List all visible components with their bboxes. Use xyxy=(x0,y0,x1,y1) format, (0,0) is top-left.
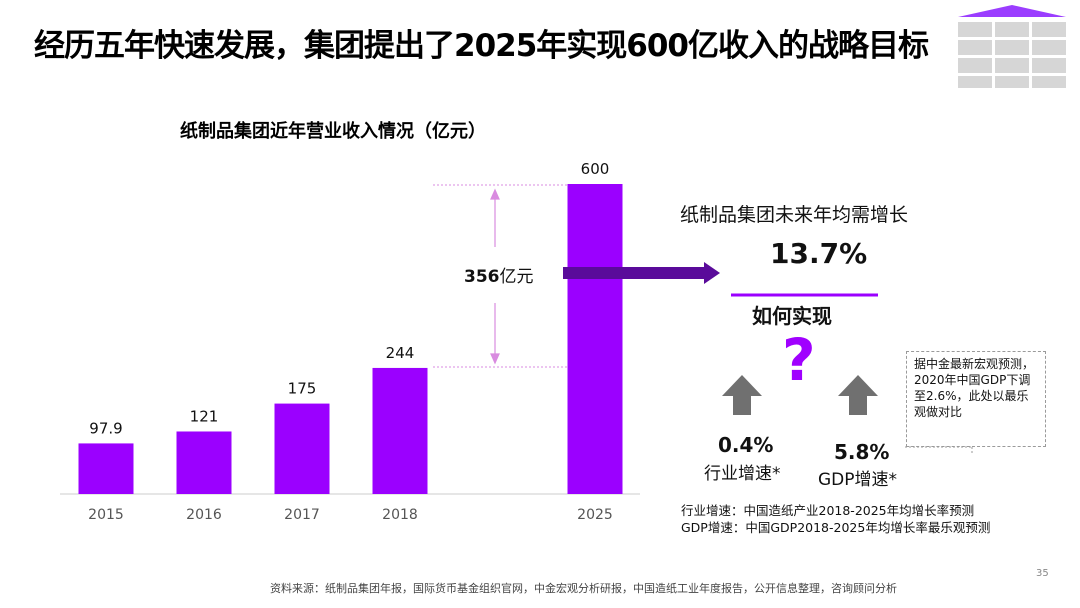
building-logo-icon xyxy=(954,5,1070,90)
industry-up-arrow-icon xyxy=(722,375,762,415)
chart-title: 纸制品集团近年营业收入情况（亿元） xyxy=(180,121,486,142)
right-arrow-icon xyxy=(563,262,720,284)
x-tick-label-2017: 2017 xyxy=(284,507,320,523)
page-number: 35 xyxy=(1036,568,1049,579)
gdp-growth-value: 5.8% xyxy=(834,440,890,464)
bar-2025 xyxy=(567,184,623,494)
gap-bracket-arrows xyxy=(490,188,500,365)
x-tick-label-2016: 2016 xyxy=(186,507,222,523)
bar-value-label-2015: 97.9 xyxy=(89,419,122,437)
page-title: 经历五年快速发展，集团提出了2025年实现600亿收入的战略目标 xyxy=(34,28,929,64)
bar-value-label-2025: 600 xyxy=(581,160,610,178)
gap-value: 356 xyxy=(464,267,500,287)
bar-value-label-2017: 175 xyxy=(288,380,317,398)
bar-2018 xyxy=(372,367,428,494)
bar-2017 xyxy=(274,403,330,494)
how-label: 如何实现 xyxy=(752,304,832,328)
bar-2015 xyxy=(78,443,134,494)
x-tick-label-2015: 2015 xyxy=(88,507,124,523)
source-note: 资料来源：纸制品集团年报，国际货币基金组织官网，中金宏观分析研报，中国造纸工业年… xyxy=(270,582,897,595)
x-tick-label-2018: 2018 xyxy=(382,507,418,523)
question-mark-icon: ? xyxy=(782,326,816,394)
gdp-growth-label: GDP增速* xyxy=(818,470,898,490)
definition-industry: 行业增速：中国造纸产业2018-2025年均增长率预测 xyxy=(681,503,975,518)
cagr-value: 13.7% xyxy=(770,237,868,270)
bar-value-label-2018: 244 xyxy=(386,344,415,362)
gdp-note-box: 据中金最新宏观预测，2020年中国GDP下调至2.6%，此处以最乐观做对比 xyxy=(906,351,1046,447)
gdp-up-arrow-icon xyxy=(838,375,878,415)
bar-value-label-2016: 121 xyxy=(190,407,219,425)
industry-growth-value: 0.4% xyxy=(718,433,774,457)
bar-2016 xyxy=(176,431,232,494)
gap-unit: 亿元 xyxy=(499,267,534,287)
gap-label: 356亿元 xyxy=(464,262,534,287)
industry-growth-label: 行业增速* xyxy=(704,464,781,484)
x-tick-label-2025: 2025 xyxy=(577,507,613,523)
cagr-title: 纸制品集团未来年均需增长 xyxy=(680,204,909,226)
definition-gdp: GDP增速：中国GDP2018-2025年均增长率最乐观预测 xyxy=(681,520,991,535)
